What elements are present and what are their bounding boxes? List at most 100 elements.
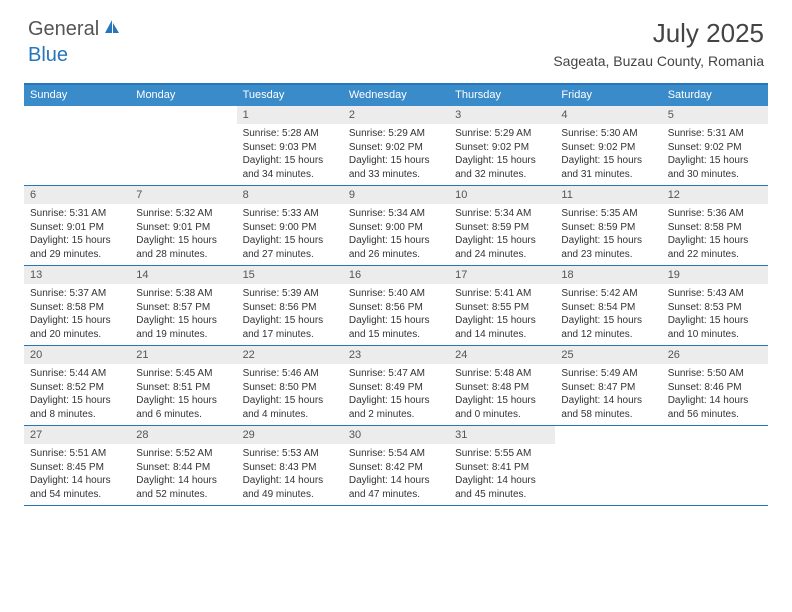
day-body: Sunrise: 5:37 AMSunset: 8:58 PMDaylight:… [24,284,130,345]
calendar-week-row: 27Sunrise: 5:51 AMSunset: 8:45 PMDayligh… [24,426,768,506]
day-body: Sunrise: 5:28 AMSunset: 9:03 PMDaylight:… [237,124,343,185]
weekday-header-row: SundayMondayTuesdayWednesdayThursdayFrid… [24,85,768,106]
day-body: Sunrise: 5:39 AMSunset: 8:56 PMDaylight:… [237,284,343,345]
day-body: Sunrise: 5:34 AMSunset: 8:59 PMDaylight:… [449,204,555,265]
logo-sail-icon [103,18,121,41]
sunset-line: Sunset: 8:48 PM [455,381,549,395]
sunset-line: Sunset: 8:45 PM [30,461,124,475]
daylight-line: Daylight: 15 hours and 12 minutes. [561,314,655,341]
sunset-line: Sunset: 9:02 PM [668,141,762,155]
day-number: 15 [237,266,343,284]
day-body: Sunrise: 5:47 AMSunset: 8:49 PMDaylight:… [343,364,449,425]
daylight-line: Daylight: 15 hours and 19 minutes. [136,314,230,341]
calendar-day-cell: 20Sunrise: 5:44 AMSunset: 8:52 PMDayligh… [24,346,130,425]
sunrise-line: Sunrise: 5:43 AM [668,287,762,301]
calendar-day-cell: 4Sunrise: 5:30 AMSunset: 9:02 PMDaylight… [555,106,661,185]
day-body: Sunrise: 5:50 AMSunset: 8:46 PMDaylight:… [662,364,768,425]
sunset-line: Sunset: 9:00 PM [243,221,337,235]
calendar-day-cell: . [555,426,661,505]
sunrise-line: Sunrise: 5:55 AM [455,447,549,461]
sunrise-line: Sunrise: 5:36 AM [668,207,762,221]
day-number: 29 [237,426,343,444]
sunset-line: Sunset: 9:01 PM [30,221,124,235]
sunrise-line: Sunrise: 5:46 AM [243,367,337,381]
daylight-line: Daylight: 15 hours and 4 minutes. [243,394,337,421]
sunrise-line: Sunrise: 5:49 AM [561,367,655,381]
day-body: Sunrise: 5:44 AMSunset: 8:52 PMDaylight:… [24,364,130,425]
sunrise-line: Sunrise: 5:31 AM [30,207,124,221]
daylight-line: Daylight: 14 hours and 45 minutes. [455,474,549,501]
sunrise-line: Sunrise: 5:50 AM [668,367,762,381]
sunrise-line: Sunrise: 5:33 AM [243,207,337,221]
sunset-line: Sunset: 9:02 PM [561,141,655,155]
daylight-line: Daylight: 15 hours and 30 minutes. [668,154,762,181]
sunset-line: Sunset: 8:49 PM [349,381,443,395]
daylight-line: Daylight: 15 hours and 23 minutes. [561,234,655,261]
page-title: July 2025 [553,18,764,49]
day-number: 5 [662,106,768,124]
day-body: Sunrise: 5:51 AMSunset: 8:45 PMDaylight:… [24,444,130,505]
daylight-line: Daylight: 15 hours and 24 minutes. [455,234,549,261]
sunset-line: Sunset: 8:58 PM [668,221,762,235]
logo: General [28,18,123,41]
day-number: 1 [237,106,343,124]
daylight-line: Daylight: 14 hours and 49 minutes. [243,474,337,501]
calendar-day-cell: 18Sunrise: 5:42 AMSunset: 8:54 PMDayligh… [555,266,661,345]
sunset-line: Sunset: 8:51 PM [136,381,230,395]
day-body: Sunrise: 5:38 AMSunset: 8:57 PMDaylight:… [130,284,236,345]
calendar-week-row: 13Sunrise: 5:37 AMSunset: 8:58 PMDayligh… [24,266,768,346]
sunrise-line: Sunrise: 5:48 AM [455,367,549,381]
calendar-day-cell: 8Sunrise: 5:33 AMSunset: 9:00 PMDaylight… [237,186,343,265]
calendar-day-cell: 30Sunrise: 5:54 AMSunset: 8:42 PMDayligh… [343,426,449,505]
sunset-line: Sunset: 8:54 PM [561,301,655,315]
sunrise-line: Sunrise: 5:42 AM [561,287,655,301]
calendar-day-cell: 6Sunrise: 5:31 AMSunset: 9:01 PMDaylight… [24,186,130,265]
sunrise-line: Sunrise: 5:30 AM [561,127,655,141]
day-number: 9 [343,186,449,204]
sunrise-line: Sunrise: 5:40 AM [349,287,443,301]
sunset-line: Sunset: 9:02 PM [349,141,443,155]
calendar-day-cell: . [662,426,768,505]
sunset-line: Sunset: 8:43 PM [243,461,337,475]
day-body: Sunrise: 5:48 AMSunset: 8:48 PMDaylight:… [449,364,555,425]
weekday-header: Thursday [449,85,555,106]
calendar-day-cell: 27Sunrise: 5:51 AMSunset: 8:45 PMDayligh… [24,426,130,505]
sunset-line: Sunset: 8:58 PM [30,301,124,315]
day-number: 25 [555,346,661,364]
day-number: 7 [130,186,236,204]
day-body: Sunrise: 5:42 AMSunset: 8:54 PMDaylight:… [555,284,661,345]
daylight-line: Daylight: 15 hours and 8 minutes. [30,394,124,421]
sunset-line: Sunset: 8:59 PM [455,221,549,235]
calendar-day-cell: 22 Sunrise: 5:46 AMSunset: 8:50 PMDayligh… [237,346,343,425]
day-number: 10 [449,186,555,204]
logo-text-blue: Blue [28,44,68,66]
day-body: Sunrise: 5:45 AMSunset: 8:51 PMDaylight:… [130,364,236,425]
calendar-week-row: 20Sunrise: 5:44 AMSunset: 8:52 PMDayligh… [24,346,768,426]
sunrise-line: Sunrise: 5:52 AM [136,447,230,461]
day-number: 22 [237,346,343,364]
location-text: Sageata, Buzau County, Romania [553,53,764,69]
calendar-day-cell: 12Sunrise: 5:36 AMSunset: 8:58 PMDayligh… [662,186,768,265]
daylight-line: Daylight: 15 hours and 14 minutes. [455,314,549,341]
day-number: 30 [343,426,449,444]
sunrise-line: Sunrise: 5:37 AM [30,287,124,301]
sunset-line: Sunset: 8:50 PM [243,381,337,395]
daylight-line: Daylight: 15 hours and 32 minutes. [455,154,549,181]
daylight-line: Daylight: 14 hours and 52 minutes. [136,474,230,501]
calendar-day-cell: 11Sunrise: 5:35 AMSunset: 8:59 PMDayligh… [555,186,661,265]
day-number: 18 [555,266,661,284]
sunrise-line: Sunrise: 5:41 AM [455,287,549,301]
calendar-day-cell: 29 Sunrise: 5:53 AMSunset: 8:43 PMDayligh… [237,426,343,505]
day-number: 11 [555,186,661,204]
day-number: 26 [662,346,768,364]
calendar-day-cell: 21Sunrise: 5:45 AMSunset: 8:51 PMDayligh… [130,346,236,425]
calendar-day-cell: 10Sunrise: 5:34 AMSunset: 8:59 PMDayligh… [449,186,555,265]
sunset-line: Sunset: 8:44 PM [136,461,230,475]
day-number: 28 [130,426,236,444]
weekday-header: Saturday [662,85,768,106]
calendar-day-cell: 13Sunrise: 5:37 AMSunset: 8:58 PMDayligh… [24,266,130,345]
header: General July 2025 Sageata, Buzau County,… [0,0,792,77]
day-body: Sunrise: 5:54 AMSunset: 8:42 PMDaylight:… [343,444,449,505]
sunrise-line: Sunrise: 5:53 AM [243,447,337,461]
day-body: Sunrise: 5:55 AMSunset: 8:41 PMDaylight:… [449,444,555,505]
